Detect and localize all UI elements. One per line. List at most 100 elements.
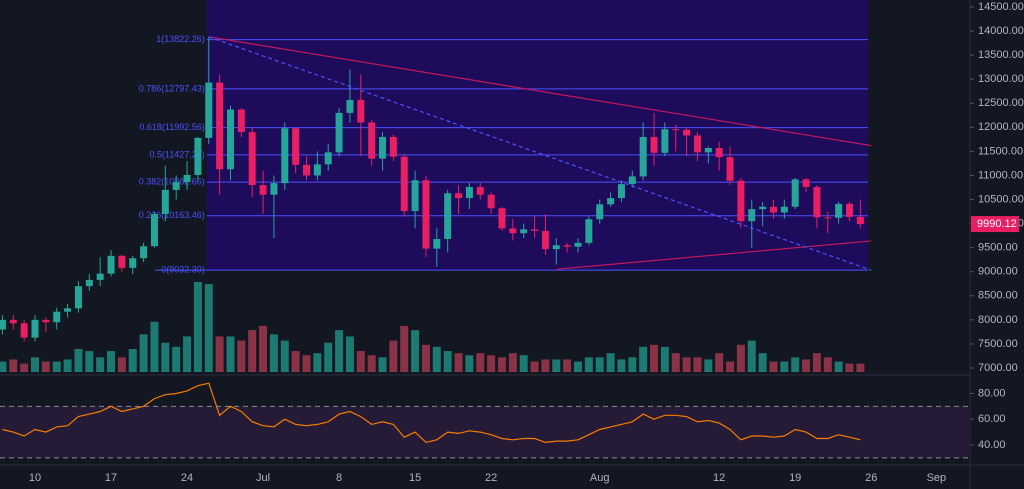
trend-line: [208, 36, 872, 271]
x-tick-label: 10: [29, 472, 41, 484]
y-tick-label: 9000.00: [978, 266, 1018, 278]
fib-label: 0(9032.30): [161, 265, 205, 275]
candle-body: [237, 109, 245, 133]
volume-bar: [595, 357, 604, 372]
candle-body: [683, 129, 691, 136]
candle-body: [824, 217, 832, 219]
candle-body: [541, 230, 549, 250]
y-tick-label: 13000.00: [978, 73, 1024, 85]
y-tick-label: 14500.00: [978, 1, 1024, 13]
volume-bar: [378, 357, 387, 372]
rsi-line: [2, 382, 861, 444]
volume-bar: [74, 348, 83, 372]
volume-bar: [660, 346, 669, 372]
candle-body: [140, 246, 148, 259]
candle-body: [335, 112, 343, 153]
volume-bar: [812, 353, 821, 372]
candle-body: [759, 206, 767, 210]
candle-body: [96, 273, 104, 280]
y-tick-label: 11500.00: [978, 145, 1023, 157]
candle-body: [498, 208, 506, 229]
volume-bar: [650, 344, 659, 372]
candle-body: [769, 206, 777, 213]
candle-body: [270, 183, 278, 195]
volume-bar: [291, 351, 300, 372]
candle-body: [194, 137, 202, 175]
candle-body: [226, 109, 234, 170]
fib-label: 0.618(11992.56): [139, 122, 204, 132]
volume-bar: [736, 344, 745, 372]
candle-body: [737, 180, 745, 222]
y-tick-label: 7000.00: [978, 362, 1018, 374]
volume-bar: [411, 330, 420, 372]
volume-bar: [628, 357, 637, 372]
volume-bar: [432, 346, 441, 372]
volume-bar: [400, 325, 409, 372]
volume-bar: [128, 348, 137, 372]
fib-label: 0.382(10862.66): [139, 176, 205, 186]
y-tick-label: 11000.00: [978, 169, 1023, 181]
candle-body: [574, 242, 582, 247]
volume-bar: [682, 357, 691, 372]
volume-bar: [324, 342, 333, 372]
volume-bar: [617, 359, 626, 372]
volume-bar: [193, 282, 202, 372]
volume-bar: [85, 351, 94, 372]
candle-body: [324, 152, 332, 165]
volume-bar: [31, 357, 39, 372]
volume-bar: [139, 334, 148, 372]
candle-body: [85, 279, 93, 287]
x-tick-label: Aug: [590, 472, 610, 484]
volume-bar: [508, 353, 517, 372]
candle-body: [183, 174, 191, 183]
candle-body: [74, 286, 82, 309]
y-tick-label: 12000.00: [978, 121, 1024, 133]
volume-bar: [671, 353, 680, 372]
volume-bar: [259, 325, 268, 372]
x-tick-label: 22: [485, 472, 497, 484]
candle-body: [444, 193, 452, 239]
volume-bar: [117, 357, 126, 372]
volume-bar: [780, 361, 789, 372]
x-tick-label: Jul: [256, 472, 270, 484]
trend-line: [208, 36, 872, 147]
candle-body: [661, 129, 669, 153]
candle-body: [357, 99, 365, 123]
candle-body: [465, 187, 473, 199]
candle-body: [389, 136, 397, 157]
candle-body: [672, 129, 680, 131]
volume-bar: [443, 351, 452, 372]
volume-bar: [150, 321, 159, 372]
volume-bar: [519, 355, 528, 372]
candle-body: [802, 179, 810, 188]
x-tick-label: 15: [409, 472, 421, 484]
candle-body: [693, 135, 701, 153]
candle-body: [585, 219, 593, 243]
volume-bar: [769, 361, 778, 372]
volume-bar: [96, 357, 105, 372]
x-tick-label: Sep: [927, 472, 947, 484]
candle-body: [9, 319, 17, 324]
volume-bar: [9, 359, 18, 372]
candle-body: [715, 148, 723, 158]
candle-body: [346, 99, 354, 113]
candle-body: [53, 311, 61, 323]
rsi-tick-label: 60.00: [978, 413, 1006, 425]
volume-bar: [845, 363, 854, 372]
volume-bar: [215, 336, 224, 372]
candle-body: [411, 180, 419, 212]
candle-body: [172, 182, 180, 190]
candle-body: [628, 176, 636, 185]
volume-bar: [574, 361, 582, 372]
volume-bar: [367, 355, 376, 372]
candle-body: [129, 258, 137, 268]
volume-bar: [172, 346, 181, 372]
volume-bar: [487, 355, 496, 372]
volume-bar: [161, 342, 170, 372]
x-tick-label: 8: [336, 472, 342, 484]
volume-bar: [454, 353, 463, 372]
candle-body: [487, 194, 495, 209]
candle-body: [552, 245, 560, 250]
candle-body: [400, 156, 408, 212]
y-tick-label: 14000.00: [978, 25, 1024, 37]
